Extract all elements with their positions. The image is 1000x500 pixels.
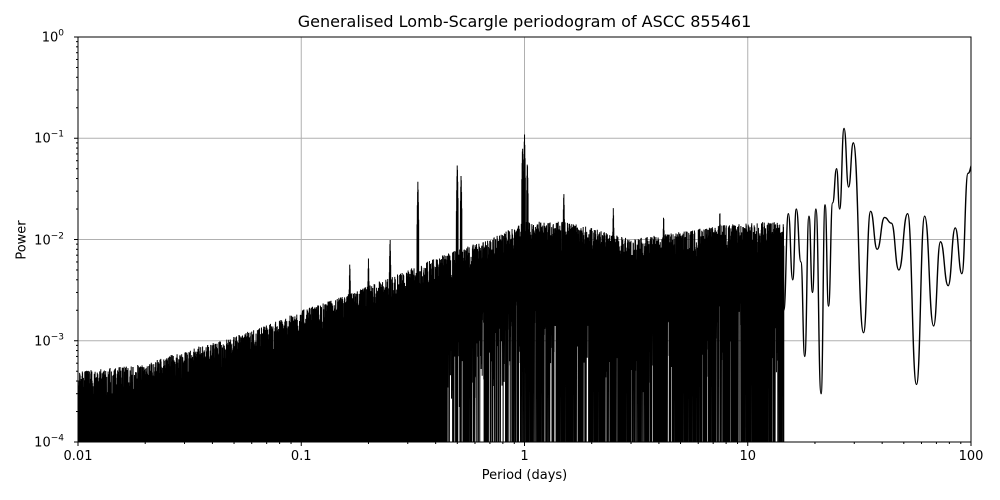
- y-axis-label: Power: [14, 220, 30, 260]
- x-tick-label: 0.01: [63, 449, 93, 464]
- periodogram-line: [78, 127, 971, 442]
- x-tick-label: 10: [739, 449, 757, 464]
- x-axis-label: Period (days): [481, 468, 568, 483]
- tick-marks: [74, 36, 972, 446]
- y-tick-label: 10−1: [34, 129, 64, 147]
- chart-title: Generalised Lomb-Scargle periodogram of …: [297, 12, 752, 31]
- y-tick-label: 10−4: [34, 433, 64, 451]
- y-tick-label: 10−2: [34, 231, 64, 248]
- x-tick-label: 1: [520, 449, 529, 464]
- x-tick-label: 0.1: [290, 449, 312, 464]
- y-tick-label: 10−3: [34, 332, 64, 350]
- x-tick-label: 100: [958, 449, 984, 464]
- y-tick-label: 100: [41, 28, 64, 46]
